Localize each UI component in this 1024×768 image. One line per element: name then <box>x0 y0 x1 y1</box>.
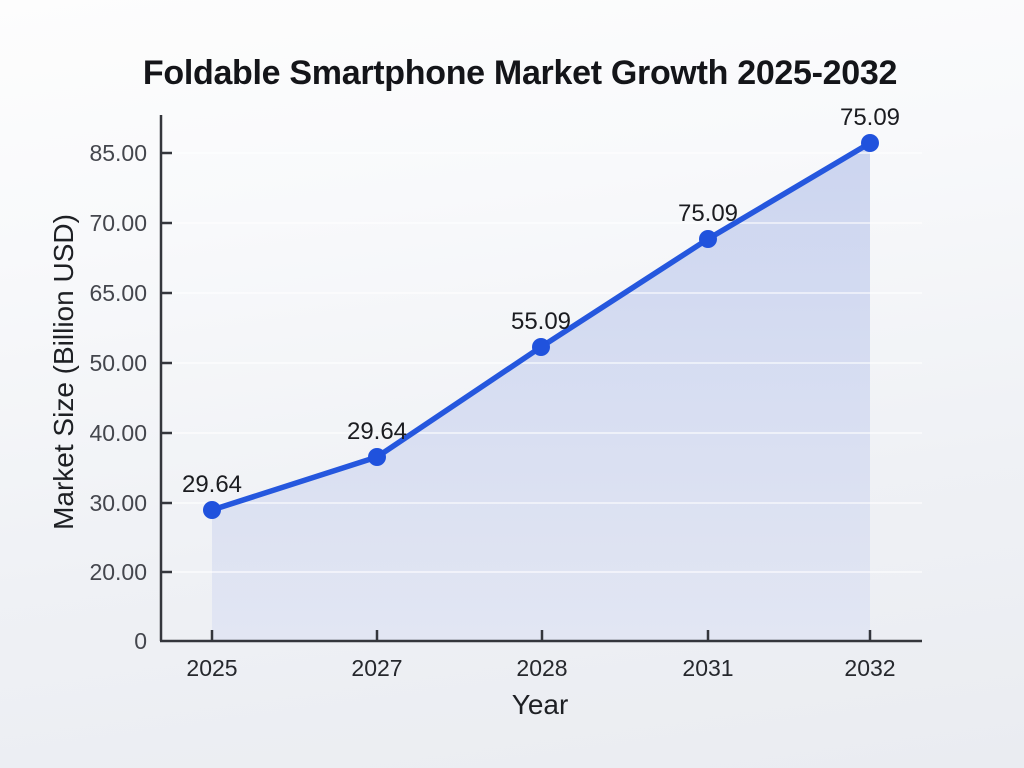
x-tick-label: 2027 <box>351 655 402 681</box>
y-tick-label: 65.00 <box>89 280 147 306</box>
data-point-label: 29.64 <box>182 471 242 498</box>
data-point <box>861 134 879 152</box>
x-axis-title: Year <box>511 689 569 720</box>
y-tick-label: 0 <box>134 628 147 654</box>
y-tick-label: 70.00 <box>89 210 147 236</box>
y-tick-label: 40.00 <box>89 420 147 446</box>
data-point <box>368 448 386 466</box>
y-tick-label: 20.00 <box>89 559 147 585</box>
x-tick-label: 2025 <box>186 655 237 681</box>
data-point <box>699 230 717 248</box>
chart-title: Foldable Smartphone Market Growth 2025-2… <box>142 54 898 92</box>
data-point-label: 75.09 <box>678 200 738 227</box>
y-tick-label: 85.00 <box>89 140 147 166</box>
y-tick-label: 50.00 <box>89 350 147 376</box>
data-point <box>203 501 221 519</box>
data-point-label: 29.64 <box>347 418 407 445</box>
y-tick-label: 30.00 <box>89 490 147 516</box>
data-point <box>532 338 550 356</box>
area-fill <box>212 143 870 641</box>
x-tick-label: 2032 <box>844 655 895 681</box>
x-tick-label: 2031 <box>682 655 733 681</box>
data-point-label: 75.09 <box>840 104 900 131</box>
x-tick-label: 2028 <box>516 655 567 681</box>
data-point-label: 55.09 <box>511 308 571 335</box>
